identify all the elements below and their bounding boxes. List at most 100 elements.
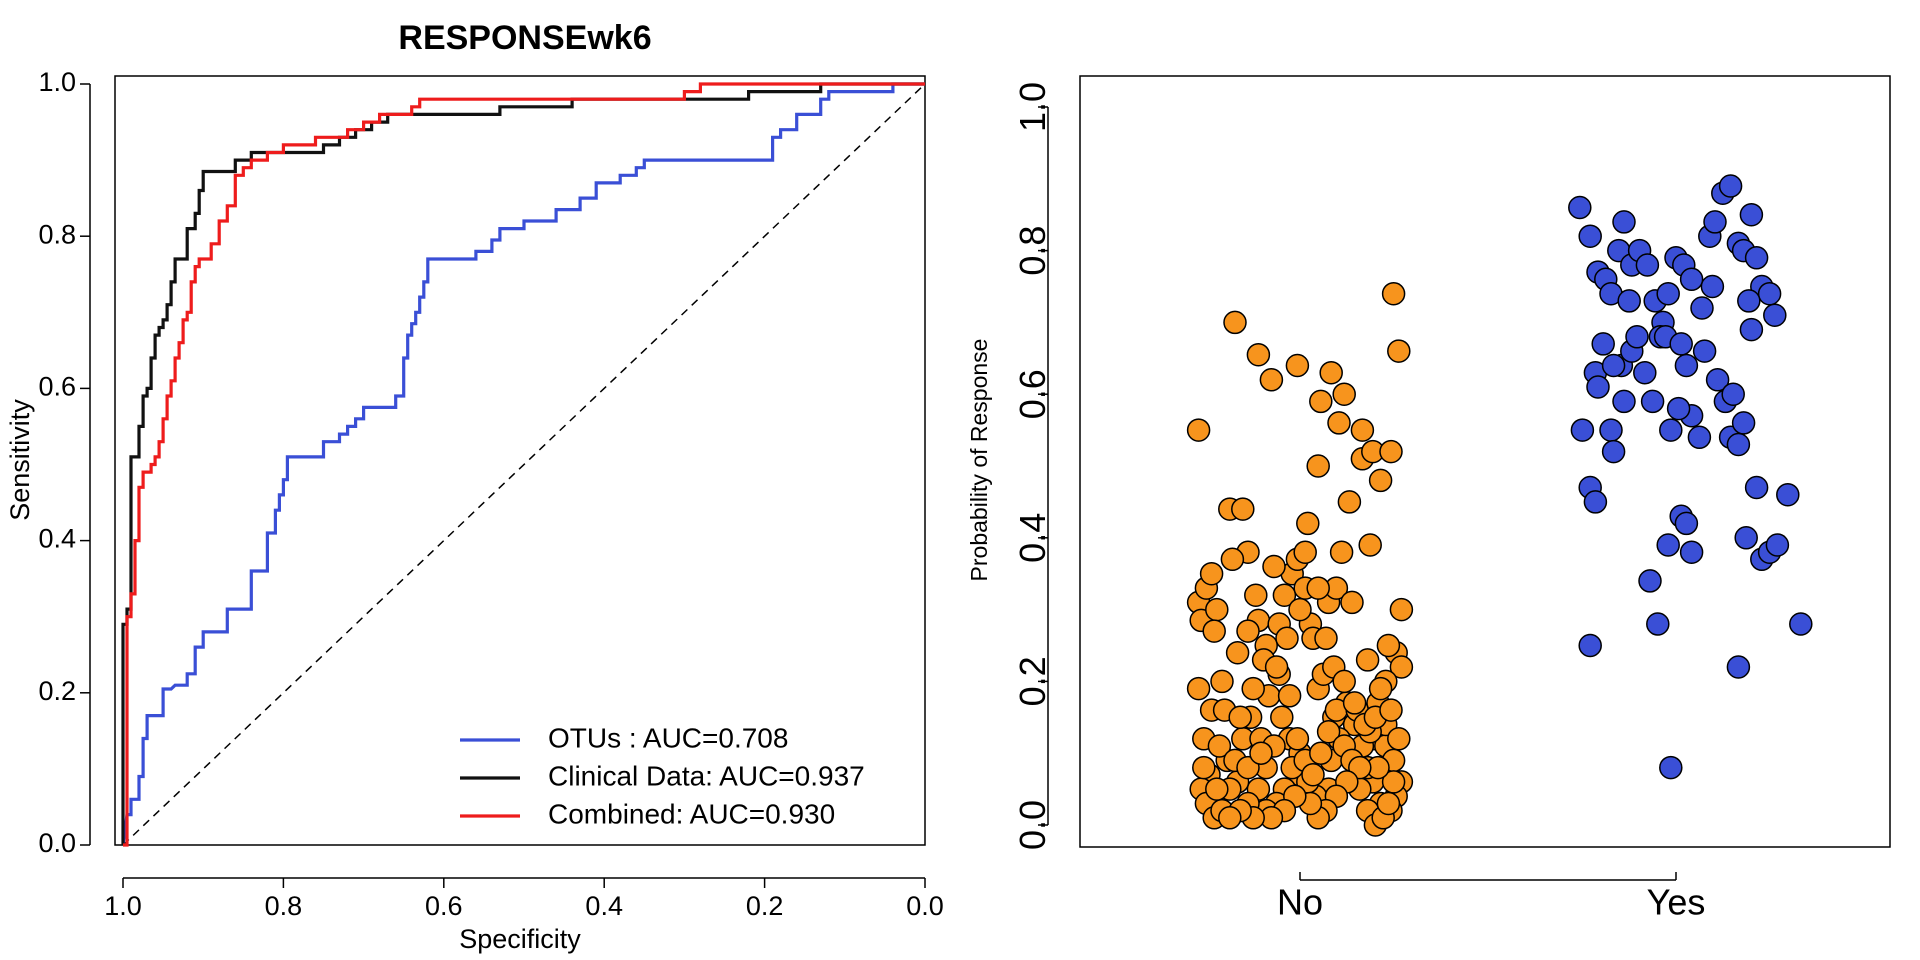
scatter-point (1591, 332, 1615, 356)
scatter-point (1381, 770, 1406, 794)
scatter-point (1262, 554, 1286, 579)
roc-plot-frame (114, 75, 926, 846)
scatter-point (1757, 281, 1782, 306)
scatter-point (1379, 439, 1403, 464)
scatter-point (1376, 791, 1401, 816)
scatter-point (1586, 375, 1610, 399)
roc-y-tick-label: 0.6 (38, 372, 76, 402)
scatter-point (1277, 684, 1302, 708)
scatter-point (1220, 547, 1245, 572)
legend-entry-label: OTUs : AUC=0.708 (548, 722, 788, 753)
scatter-point (1231, 497, 1255, 521)
scatter-point (1612, 210, 1636, 234)
roc-curve-line (121, 82, 925, 845)
scatter-point (1389, 597, 1414, 622)
scatter-point (1656, 533, 1680, 557)
scatter-point (1646, 612, 1670, 636)
scatter-plot-frame (1079, 75, 1891, 848)
roc-x-tick-label: 1.0 (104, 891, 142, 921)
scatter-point (1659, 418, 1683, 442)
scatter-point (1192, 755, 1216, 780)
scatter-point (1669, 332, 1693, 356)
scatter-point (1601, 439, 1626, 464)
scatter-point (1739, 202, 1764, 227)
scatter-point (1270, 705, 1294, 730)
scatter-point (1272, 583, 1297, 607)
scatter-point (1679, 267, 1704, 292)
scatter-point (1656, 281, 1680, 306)
scatter-point (1617, 289, 1641, 313)
scatter-point (1199, 561, 1224, 586)
roc-axes: 1.0 0.8 0.6 0.4 0.2 0.0 0.0 0.2 0.4 0.6 0.8 1.0 (38, 67, 943, 921)
roc-curve-line (123, 82, 925, 847)
roc-curves (121, 82, 925, 847)
scatter-y-tick-label: 1.0 (1012, 82, 1053, 132)
scatter-point (1218, 806, 1242, 830)
scatter-point (1633, 360, 1657, 385)
scatter-point (1309, 741, 1333, 765)
scatter-y-tick-label: 0.8 (1012, 226, 1053, 276)
roc-x-tick-label: 0.4 (585, 891, 623, 921)
scatter-point (1259, 368, 1284, 392)
scatter-point (1578, 224, 1602, 248)
scatter-point (1718, 174, 1743, 198)
scatter-point (1765, 533, 1790, 557)
scatter-point (1674, 353, 1699, 378)
scatter-point (1340, 590, 1364, 615)
scatter-point (1337, 490, 1362, 514)
roc-x-tick-label: 0.0 (906, 891, 944, 921)
scatter-point (1319, 360, 1343, 385)
scatter-point (1368, 468, 1393, 493)
roc-panel: RESPONSEwk6 1.0 0.8 0.6 0.4 0.2 0.0 0.0 0.2 0.4 0… (5, 19, 944, 954)
scatter-point (1293, 540, 1317, 564)
scatter-y-tick-label: 0.2 (1012, 656, 1053, 706)
scatter-y-axis-label: Probability of Response (966, 339, 992, 582)
scatter-point (1275, 626, 1299, 651)
legend-entry-label: Combined: AUC=0.930 (548, 798, 835, 829)
scatter-point (1690, 296, 1714, 320)
scatter-point (1726, 655, 1751, 679)
scatter-point (1721, 382, 1745, 406)
scatter-point (1687, 425, 1712, 450)
scatter-point (1306, 576, 1330, 600)
scatter-point (1387, 727, 1411, 751)
scatter-axes: No Yes 0.0 0.2 0.4 0.6 0.8 1.0 (1012, 82, 1705, 922)
scatter-point (1186, 676, 1211, 701)
scatter-point (1205, 597, 1229, 622)
scatter-point (1381, 281, 1406, 306)
scatter-point (1285, 353, 1310, 378)
scatter-point (1202, 619, 1226, 643)
roc-curve-line (121, 82, 925, 846)
scatter-point (1376, 633, 1401, 658)
scatter-point (1737, 289, 1761, 313)
scatter-point (1355, 648, 1380, 672)
scatter-point (1703, 210, 1727, 234)
scatter-point (1288, 597, 1312, 622)
scatter-point (1583, 490, 1608, 514)
scatter-point (1332, 669, 1356, 694)
scatter-point (1358, 533, 1382, 557)
roc-y-tick-label: 0.4 (38, 524, 76, 554)
roc-diagonal-reference (122, 83, 926, 846)
roc-y-axis-label: Sensitivity (5, 399, 35, 521)
roc-y-tick-label: 1.0 (38, 67, 76, 97)
scatter-panel: No Yes 0.0 0.2 0.4 0.6 0.8 1.0 Probability of R… (966, 75, 1891, 922)
scatter-point (1223, 310, 1247, 335)
scatter-point (1228, 705, 1252, 730)
scatter-point (1731, 411, 1756, 435)
scatter-x-tick-label: No (1277, 881, 1323, 922)
scatter-point (1568, 195, 1592, 220)
scatter-point (1692, 339, 1717, 363)
scatter-point (1246, 342, 1271, 367)
scatter-y-tick-label: 0.6 (1012, 369, 1053, 419)
scatter-point (1726, 432, 1751, 457)
scatter-point (1342, 691, 1367, 715)
roc-y-tick-label: 0.8 (38, 219, 76, 249)
scatter-x-tick-label: Yes (1647, 881, 1706, 922)
scatter-point (1578, 633, 1602, 658)
scatter-point (1316, 719, 1341, 744)
scatter-point (1744, 246, 1769, 270)
roc-title: RESPONSEwk6 (398, 19, 651, 57)
scatter-point (1705, 368, 1730, 392)
scatter-point (1638, 569, 1662, 593)
